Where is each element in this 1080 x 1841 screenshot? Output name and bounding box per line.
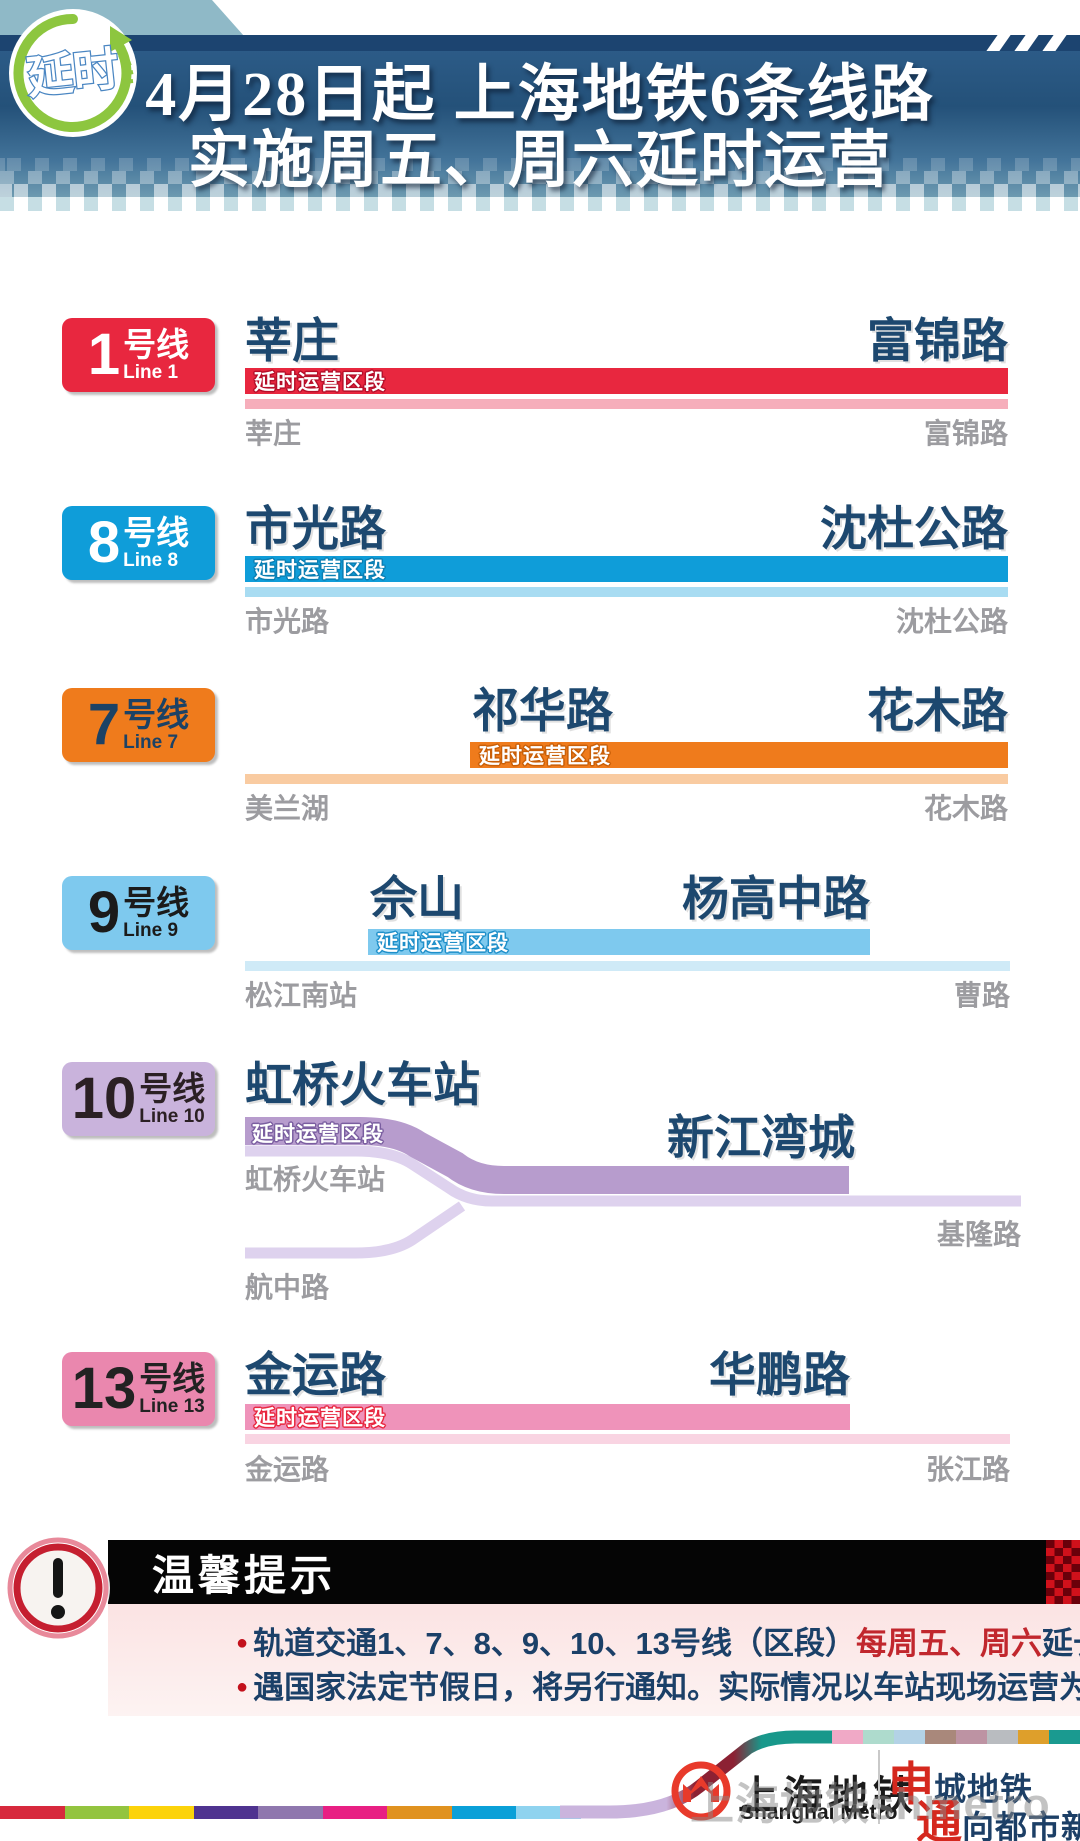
ribbon-top-stripe bbox=[832, 1730, 1080, 1744]
full-line-start: 松江南站 bbox=[245, 980, 358, 1011]
full-line-start: 金运路 bbox=[245, 1454, 330, 1485]
checker-row bbox=[0, 197, 1080, 211]
segment-label: 延时运营区段 bbox=[254, 371, 386, 394]
line-10-badge: 10 号线 Line 10 bbox=[62, 1062, 215, 1136]
segment-start-station: 金运路 bbox=[245, 1350, 386, 1402]
segment-label: 延时运营区段 bbox=[479, 745, 611, 768]
circular-arrow-icon: 延时 bbox=[9, 9, 137, 137]
extended-segment-bar: 延时运营区段 bbox=[245, 368, 1008, 394]
line-number: 9 bbox=[87, 879, 121, 945]
bullet-dot: ● bbox=[236, 1676, 249, 1698]
checker-row bbox=[0, 158, 1080, 171]
line-10-route-diagram bbox=[245, 1117, 1021, 1259]
extended-segment-bar: 延时运营区段 bbox=[470, 742, 1008, 768]
segment-start-station: 虹桥火车站 bbox=[245, 1060, 480, 1112]
segment-end-station: 沈杜公路 bbox=[820, 504, 1008, 556]
segment-label: 延时运营区段 bbox=[377, 932, 509, 955]
slogan-line-1: 申城地铁 bbox=[888, 1758, 1034, 1810]
segment-end-station: 花木路 bbox=[867, 686, 1008, 738]
line-name-en: Line 10 bbox=[139, 1106, 205, 1127]
poster-title-line2: 实施周五、周六延时运营 bbox=[187, 127, 892, 195]
line-9-badge: 9 号线 Line 9 bbox=[62, 876, 215, 950]
line-13-badge: 13 号线 Line 13 bbox=[62, 1352, 215, 1426]
line-suffix: 号线 bbox=[123, 884, 190, 921]
header: 4月28日起 上海地铁6条线路 实施周五、周六延时运营 延时 bbox=[0, 0, 1080, 215]
full-line-bar bbox=[245, 399, 1008, 409]
line-8-badge: 8 号线 Line 8 bbox=[62, 506, 215, 580]
segment-end-station: 富锦路 bbox=[867, 316, 1008, 368]
full-line-bar bbox=[245, 774, 1008, 784]
full-line-end: 沈杜公路 bbox=[895, 606, 1008, 637]
full-line-start: 莘庄 bbox=[245, 418, 302, 449]
line-name-en: Line 7 bbox=[123, 732, 179, 753]
shanghai-metro-logo-icon bbox=[670, 1760, 732, 1827]
ribbon-bottom-stripe bbox=[0, 1806, 581, 1819]
segment-start-station: 市光路 bbox=[245, 504, 386, 556]
full-line-end: 富锦路 bbox=[923, 418, 1008, 449]
segment-start-station: 祁华路 bbox=[472, 686, 613, 738]
extended-segment-bar: 延时运营区段 bbox=[245, 1404, 850, 1430]
segment-end-station: 新江湾城 bbox=[667, 1113, 855, 1165]
line-name-en: Line 9 bbox=[123, 920, 179, 941]
full-line-bar bbox=[245, 961, 1010, 971]
checker-row bbox=[0, 171, 1080, 184]
logo-divider bbox=[878, 1750, 880, 1824]
segment-end-station: 杨高中路 bbox=[682, 874, 870, 926]
logo-text-en: Shanghai Metro bbox=[740, 1801, 898, 1824]
delay-logo-badge: 延时 bbox=[6, 6, 140, 140]
segment-label: 延时运营区段 bbox=[252, 1123, 384, 1146]
line-suffix: 号线 bbox=[123, 514, 190, 551]
full-line-bar bbox=[245, 587, 1008, 597]
notice-bullet-1: ●轨道交通1、7、8、9、10、13号线（区段）每周五、周六延长运营时间。 bbox=[236, 1626, 1080, 1661]
line-suffix: 号线 bbox=[123, 326, 190, 363]
svg-text:延时: 延时 bbox=[25, 42, 122, 103]
full-line-start: 美兰湖 bbox=[245, 793, 330, 824]
header-navy-stripe bbox=[0, 35, 1080, 51]
logo-text-cn: 上海地铁 bbox=[738, 1774, 918, 1818]
line-1-badge: 1 号线 Line 1 bbox=[62, 318, 215, 392]
full-line-end: 花木路 bbox=[923, 793, 1008, 824]
full-line-bar bbox=[245, 1434, 1010, 1444]
full-line-start: 虹桥火车站 bbox=[245, 1164, 386, 1195]
line-number: 13 bbox=[71, 1355, 137, 1421]
slogan-line-2: 通向都市新生活 bbox=[916, 1796, 1080, 1841]
branch-terminus: 航中路 bbox=[245, 1272, 330, 1303]
segment-start-station: 莘庄 bbox=[245, 316, 339, 368]
bullet-dot: ● bbox=[236, 1632, 249, 1654]
poster-title-line1: 4月28日起 上海地铁6条线路 bbox=[145, 61, 935, 129]
full-line-end: 基隆路 bbox=[936, 1219, 1021, 1250]
line-suffix: 号线 bbox=[123, 696, 190, 733]
line-number: 10 bbox=[71, 1065, 137, 1131]
full-line-end: 张江路 bbox=[925, 1454, 1010, 1485]
segment-start-station: 佘山 bbox=[370, 874, 464, 926]
full-line-end: 曹路 bbox=[953, 980, 1010, 1011]
line-name-en: Line 1 bbox=[123, 362, 179, 383]
notice-highlight: 每周五、周六 bbox=[856, 1626, 1043, 1661]
line-number: 7 bbox=[87, 691, 121, 757]
extended-segment-bar: 延时运营区段 bbox=[245, 556, 1008, 582]
line-suffix: 号线 bbox=[139, 1360, 206, 1397]
line-suffix: 号线 bbox=[139, 1070, 206, 1107]
notice-panel: ●轨道交通1、7、8、9、10、13号线（区段）每周五、周六延长运营时间。 ●遇… bbox=[108, 1604, 1080, 1716]
line-number: 8 bbox=[87, 509, 121, 575]
full-line-start: 市光路 bbox=[245, 606, 330, 637]
segment-end-station: 华鹏路 bbox=[709, 1350, 850, 1402]
red-checker-decoration bbox=[1046, 1540, 1080, 1604]
segment-label: 延时运营区段 bbox=[254, 1407, 386, 1430]
line-name-en: Line 8 bbox=[123, 550, 179, 571]
line-7-badge: 7 号线 Line 7 bbox=[62, 688, 215, 762]
checker-row bbox=[0, 184, 1080, 197]
notice-title: 温馨提示 bbox=[152, 1551, 337, 1599]
notice-bullet-2: ● 遇国家法定节假日，将另行通知。实际情况以车站现场运营为准 bbox=[236, 1670, 1080, 1705]
header-gradient-panel bbox=[0, 51, 1080, 197]
line-number: 1 bbox=[87, 321, 121, 387]
extended-segment-bar-label: 延时运营区段 bbox=[252, 1120, 384, 1146]
watermark-text: 上海地铁shmetro bbox=[690, 1780, 1051, 1829]
notice-header-bar: 温馨提示 bbox=[108, 1540, 1080, 1604]
line-name-en: Line 13 bbox=[139, 1396, 205, 1417]
warning-icon bbox=[4, 1534, 112, 1642]
segment-label: 延时运营区段 bbox=[254, 559, 386, 582]
extended-segment-bar: 延时运营区段 bbox=[368, 929, 870, 955]
